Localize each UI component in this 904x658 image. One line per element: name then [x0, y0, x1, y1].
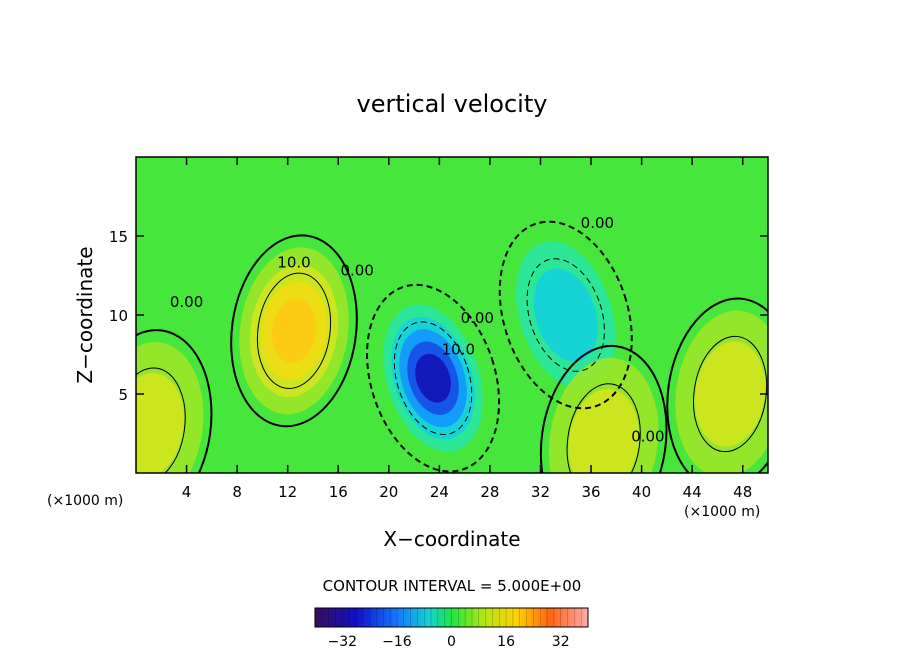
field-blob-5-1: [694, 341, 766, 447]
x-tick-label: 20: [379, 483, 398, 501]
contour-inner-2: [526, 258, 605, 372]
x-unit-right: (×1000 m): [684, 504, 760, 520]
colorbar-tick-label: −32: [328, 634, 358, 650]
contour-inner-5: [693, 335, 768, 453]
contour-label: 0.00: [340, 262, 373, 280]
contour-inner-1: [393, 321, 473, 435]
field-blob-4-1: [136, 373, 184, 473]
contour-label: 0.00: [631, 427, 664, 445]
x-tick-label: 12: [278, 483, 297, 501]
contour-0: [230, 234, 358, 428]
contour-inner-0: [256, 272, 332, 389]
x-axis-label: X−coordinate: [383, 527, 520, 551]
contour-label: 0.00: [461, 309, 494, 327]
colorbar-tick-label: 0: [447, 634, 456, 650]
contour-label: 0.00: [581, 214, 614, 232]
field-blob-0-3: [271, 298, 317, 363]
contour-5: [666, 297, 768, 473]
colorbar-stripes: [321, 608, 582, 627]
field-blob-1-4: [415, 353, 451, 403]
plot-area: [136, 157, 768, 473]
x-tick-label: 44: [683, 483, 702, 501]
colorbar-tick-label: 32: [552, 634, 570, 650]
x-tick-label: 32: [531, 483, 550, 501]
colorbar-tick-label: −16: [382, 634, 412, 650]
x-tick-label: 40: [632, 483, 651, 501]
contour-labels: 10.0 0.00 0.00 0.00 10.0 0.00 0.00: [170, 214, 665, 445]
y-tick-label: 5: [118, 386, 128, 404]
colorbar-gradient: [314, 607, 589, 628]
field-blob-2-1: [533, 268, 598, 362]
contour-label: 0.00: [170, 293, 203, 311]
contour-2: [498, 220, 633, 410]
y-tick-label: 10: [109, 307, 128, 325]
contour-interval-text: CONTOUR INTERVAL = 5.000E+00: [323, 577, 582, 595]
y-axis-label: Z−coordinate: [73, 246, 97, 383]
field-blob-3-1: [568, 388, 639, 473]
x-tick-label: 48: [733, 483, 752, 501]
y-axis-ticks: 5 10 15: [109, 228, 768, 404]
colorbar-tick-label: 16: [497, 634, 515, 650]
x-unit-left: (×1000 m): [47, 493, 123, 509]
field-layer: [136, 241, 768, 473]
contour-inner-3: [566, 383, 641, 473]
x-tick-label: 24: [430, 483, 449, 501]
contour-label: 10.0: [442, 341, 475, 359]
chart-title: vertical velocity: [357, 90, 548, 118]
contour-4: [136, 329, 213, 473]
x-tick-label: 28: [480, 483, 499, 501]
x-tick-label: 4: [182, 483, 192, 501]
y-tick-label: 15: [109, 228, 128, 246]
x-tick-label: 36: [581, 483, 600, 501]
x-tick-label: 16: [329, 483, 348, 501]
contour-inner-4: [136, 367, 186, 473]
colorbar-ticks: −32 −16 0 16 32: [328, 634, 570, 650]
contour-label: 10.0: [277, 254, 310, 272]
contour-layer: [136, 220, 768, 473]
colorbar: −32 −16 0 16 32: [314, 607, 589, 650]
x-axis-ticks: 4 8 12 16 20 24 28 32 36 40 44 48: [182, 157, 752, 501]
contour-3: [539, 344, 668, 473]
contour-1: [366, 283, 501, 473]
x-tick-label: 8: [232, 483, 242, 501]
